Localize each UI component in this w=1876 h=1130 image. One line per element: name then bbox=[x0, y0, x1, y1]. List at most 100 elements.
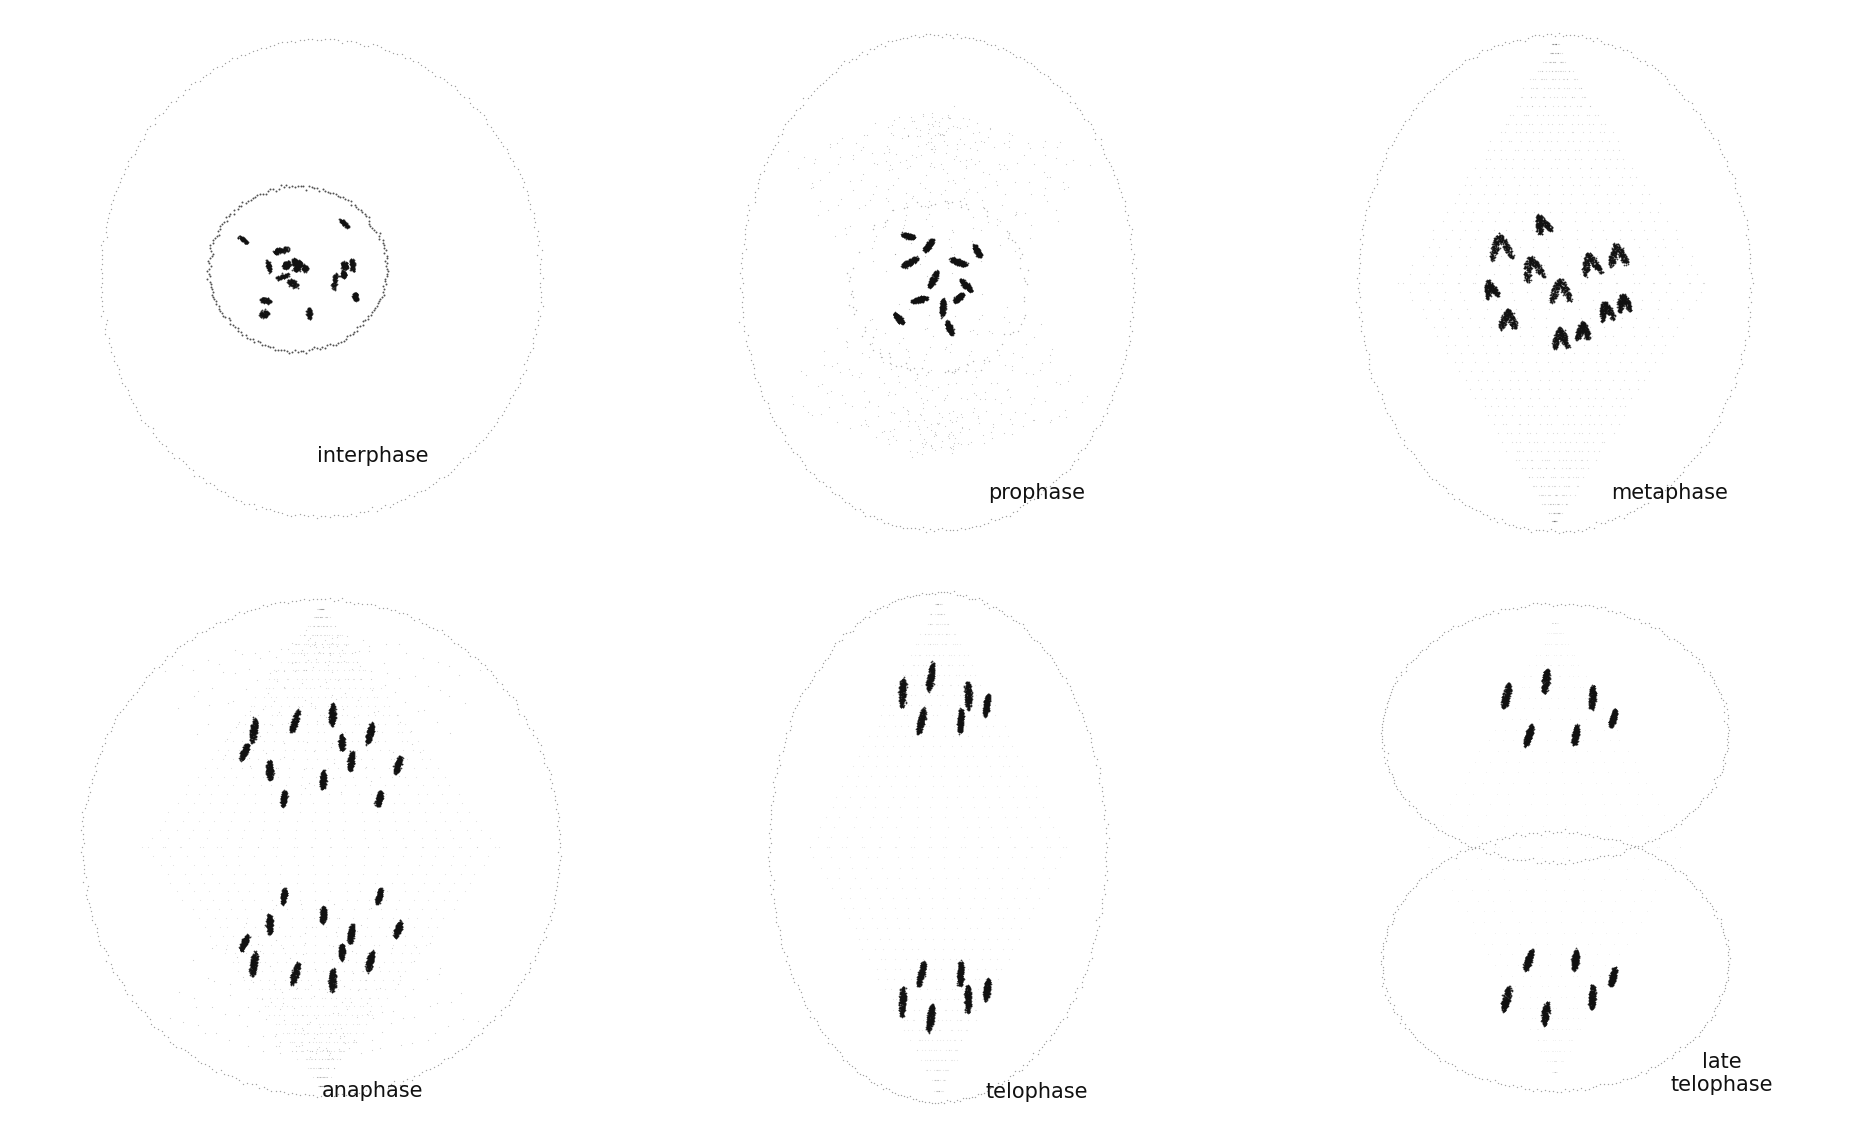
Point bbox=[362, 888, 392, 906]
Point bbox=[947, 953, 977, 971]
Point bbox=[268, 783, 298, 801]
Point bbox=[915, 664, 946, 683]
Point bbox=[317, 966, 347, 984]
Point bbox=[280, 971, 310, 989]
Point bbox=[1563, 953, 1593, 971]
Point bbox=[1563, 948, 1593, 966]
Point bbox=[330, 257, 360, 275]
Point bbox=[298, 1086, 328, 1104]
Point bbox=[906, 962, 936, 980]
Point bbox=[1550, 281, 1580, 299]
Point bbox=[268, 888, 298, 906]
Point bbox=[887, 1005, 917, 1023]
Point bbox=[1495, 678, 1525, 696]
Point bbox=[938, 250, 968, 268]
Point bbox=[912, 1014, 942, 1032]
Point bbox=[381, 918, 411, 936]
Point bbox=[1510, 362, 1540, 380]
Point bbox=[1580, 993, 1610, 1011]
Point bbox=[951, 989, 981, 1007]
Point bbox=[317, 653, 347, 671]
Point bbox=[1521, 216, 1551, 234]
Point bbox=[1617, 282, 1647, 301]
Point bbox=[899, 227, 929, 245]
Point bbox=[1604, 237, 1634, 255]
Point bbox=[891, 228, 921, 246]
Point bbox=[951, 982, 981, 1000]
Point bbox=[255, 770, 285, 788]
Point bbox=[250, 909, 280, 927]
Point bbox=[233, 928, 263, 946]
Point bbox=[970, 981, 1000, 999]
Point bbox=[229, 930, 259, 948]
Point bbox=[1067, 709, 1097, 727]
Point bbox=[281, 252, 311, 270]
Point bbox=[912, 391, 942, 409]
Point bbox=[947, 967, 977, 985]
Point bbox=[1568, 319, 1598, 337]
Point bbox=[915, 658, 946, 676]
Point bbox=[955, 281, 985, 299]
Point bbox=[908, 714, 938, 732]
Point bbox=[257, 914, 287, 932]
Point bbox=[953, 986, 983, 1005]
Point bbox=[270, 254, 300, 272]
Point bbox=[366, 883, 396, 901]
Point bbox=[268, 880, 298, 898]
Point bbox=[953, 688, 983, 706]
Point bbox=[229, 935, 259, 953]
Point bbox=[1531, 1007, 1561, 1025]
Point bbox=[970, 976, 1000, 994]
Point bbox=[951, 998, 981, 1016]
Point bbox=[1536, 293, 1566, 311]
Point bbox=[326, 724, 356, 742]
Point bbox=[231, 914, 261, 932]
Point bbox=[1531, 679, 1561, 697]
Point bbox=[362, 893, 392, 911]
Point bbox=[283, 704, 313, 722]
Point bbox=[1576, 698, 1606, 716]
Point bbox=[1538, 1063, 1568, 1081]
Point bbox=[1550, 70, 1580, 88]
Point bbox=[974, 693, 1004, 711]
Point bbox=[940, 290, 970, 308]
Point bbox=[1525, 218, 1555, 236]
Point bbox=[1563, 716, 1593, 734]
Point bbox=[1578, 696, 1608, 714]
Point bbox=[336, 260, 366, 278]
Point bbox=[291, 259, 321, 277]
Point bbox=[326, 729, 356, 747]
Point bbox=[1568, 258, 1598, 276]
Point bbox=[1595, 246, 1625, 264]
Point bbox=[281, 711, 311, 729]
Point bbox=[934, 324, 964, 342]
Point bbox=[891, 767, 921, 785]
Point bbox=[289, 1042, 319, 1060]
Point bbox=[1561, 716, 1591, 734]
Point bbox=[885, 313, 915, 331]
Point bbox=[326, 783, 356, 801]
Point bbox=[1495, 988, 1525, 1006]
Point bbox=[976, 973, 1006, 991]
Point bbox=[910, 240, 940, 258]
Point bbox=[319, 713, 349, 731]
Point bbox=[1011, 788, 1041, 806]
Point bbox=[914, 1016, 944, 1034]
Point bbox=[1546, 318, 1576, 336]
Point bbox=[1379, 677, 1409, 695]
Point bbox=[784, 692, 814, 710]
Point bbox=[1527, 672, 1557, 690]
Point bbox=[1563, 723, 1593, 741]
Point bbox=[326, 688, 356, 706]
Point bbox=[929, 930, 959, 948]
Point bbox=[1576, 993, 1606, 1011]
Point bbox=[1538, 97, 1568, 115]
Point bbox=[904, 973, 934, 991]
Point bbox=[381, 758, 411, 776]
Point bbox=[1555, 286, 1585, 304]
Point bbox=[786, 988, 816, 1006]
Point bbox=[270, 890, 300, 909]
Point bbox=[914, 677, 944, 695]
Point bbox=[248, 294, 278, 312]
Point bbox=[908, 715, 938, 733]
